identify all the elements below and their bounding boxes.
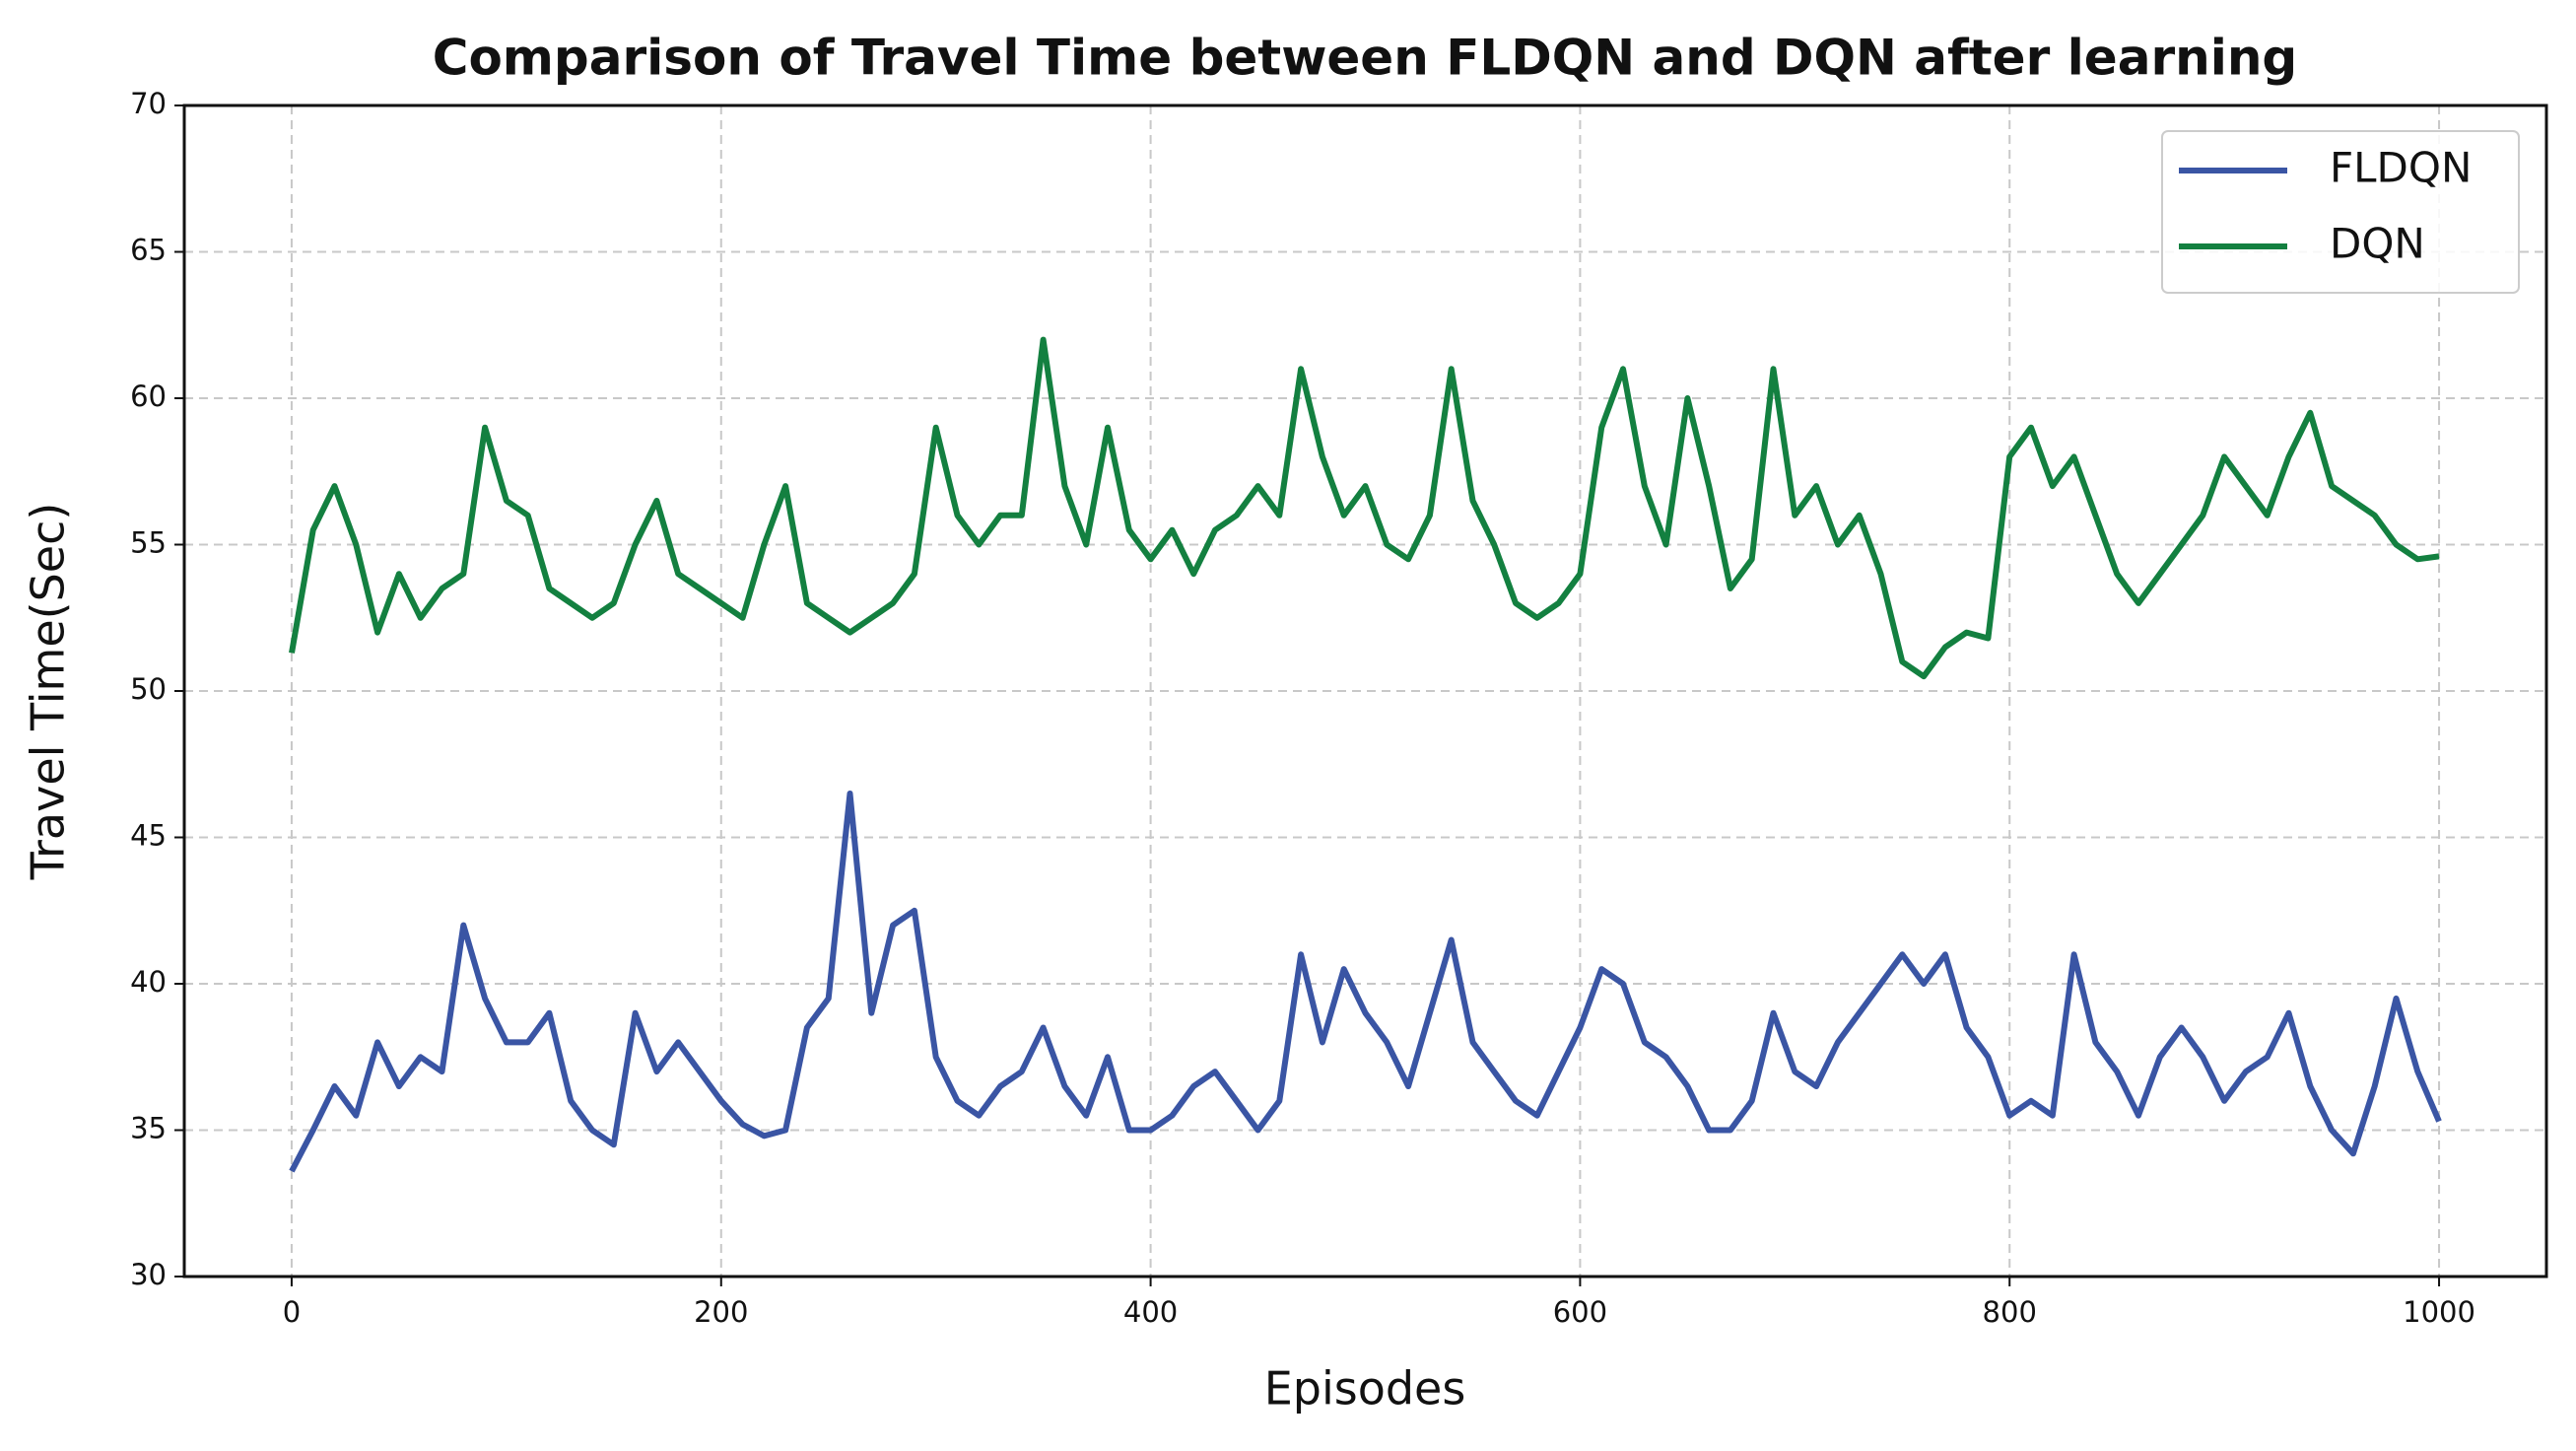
x-tick-label: 600 xyxy=(1553,1295,1607,1329)
axes-frame xyxy=(182,104,2548,1278)
data-line xyxy=(289,791,2442,1173)
y-tick-label: 30 xyxy=(130,1258,167,1291)
y-tick-label: 65 xyxy=(130,234,167,267)
legend-label: FLDQN xyxy=(2330,144,2472,192)
x-tick-label: 0 xyxy=(283,1295,301,1329)
y-tick-label: 70 xyxy=(130,87,167,120)
chart-title: Comparison of Travel Time between FLDQN … xyxy=(433,30,2297,87)
legend-label: DQN xyxy=(2330,220,2425,268)
x-axis-label: Episodes xyxy=(1264,1362,1466,1416)
y-tick-label: 60 xyxy=(130,380,167,413)
x-tick-label: 1000 xyxy=(2403,1295,2475,1329)
data-line xyxy=(289,336,2440,680)
y-tick-label: 50 xyxy=(130,672,167,706)
y-tick-label: 45 xyxy=(130,819,167,853)
y-tick-label: 40 xyxy=(130,965,167,999)
y-tick-label: 55 xyxy=(130,526,167,560)
x-tick-label: 800 xyxy=(1983,1295,2037,1329)
x-tick-label: 200 xyxy=(694,1295,748,1329)
x-tick-label: 400 xyxy=(1123,1295,1178,1329)
y-axis-label: Travel Time(Sec) xyxy=(22,503,75,881)
y-tick-label: 35 xyxy=(130,1112,167,1145)
